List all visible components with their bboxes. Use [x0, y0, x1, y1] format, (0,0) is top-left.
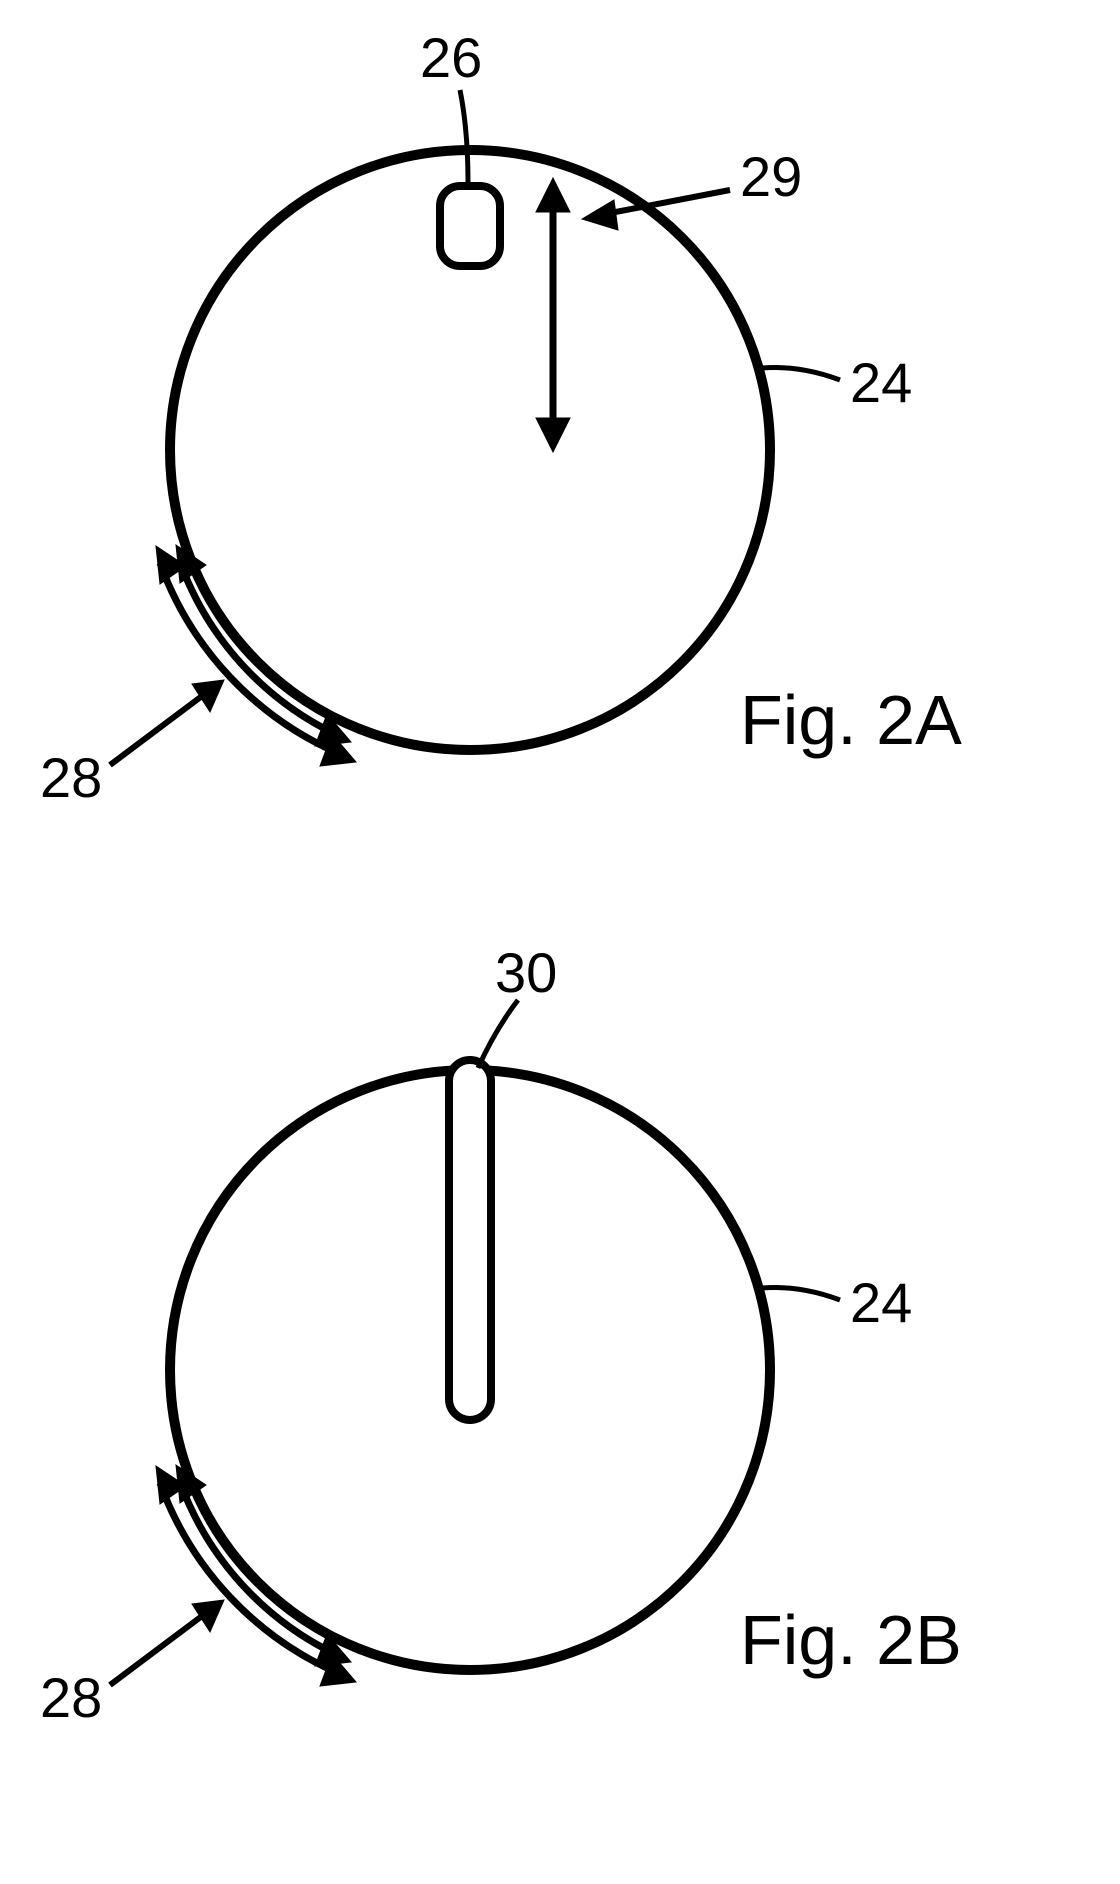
figA-label-24: 24 — [850, 350, 912, 415]
figB-slot-30-mask — [449, 1060, 491, 1420]
figB-label-30: 30 — [495, 940, 557, 1005]
figA-caption: Fig. 2A — [740, 680, 962, 760]
figB-label-28: 28 — [40, 1665, 102, 1730]
figA-leader-28 — [110, 680, 224, 765]
diagram-canvas: 26 29 24 28 Fig. 2A 30 24 28 Fig. 2B — [0, 0, 1120, 1884]
figA-circle-24 — [170, 150, 770, 750]
figA-arrow-29 — [536, 178, 570, 452]
figB-leader-30 — [478, 1000, 518, 1068]
figA-leader-24 — [762, 368, 840, 381]
figA-button-26 — [440, 186, 500, 266]
figA-label-29: 29 — [740, 144, 802, 209]
figA-leader-26 — [460, 90, 468, 182]
figA-label-28: 28 — [40, 745, 102, 810]
figB-caption: Fig. 2B — [740, 1600, 962, 1680]
figB-leader-24 — [762, 1288, 840, 1301]
figB-label-24: 24 — [850, 1270, 912, 1335]
figA-label-26: 26 — [420, 25, 482, 90]
figB-leader-28 — [110, 1600, 224, 1685]
